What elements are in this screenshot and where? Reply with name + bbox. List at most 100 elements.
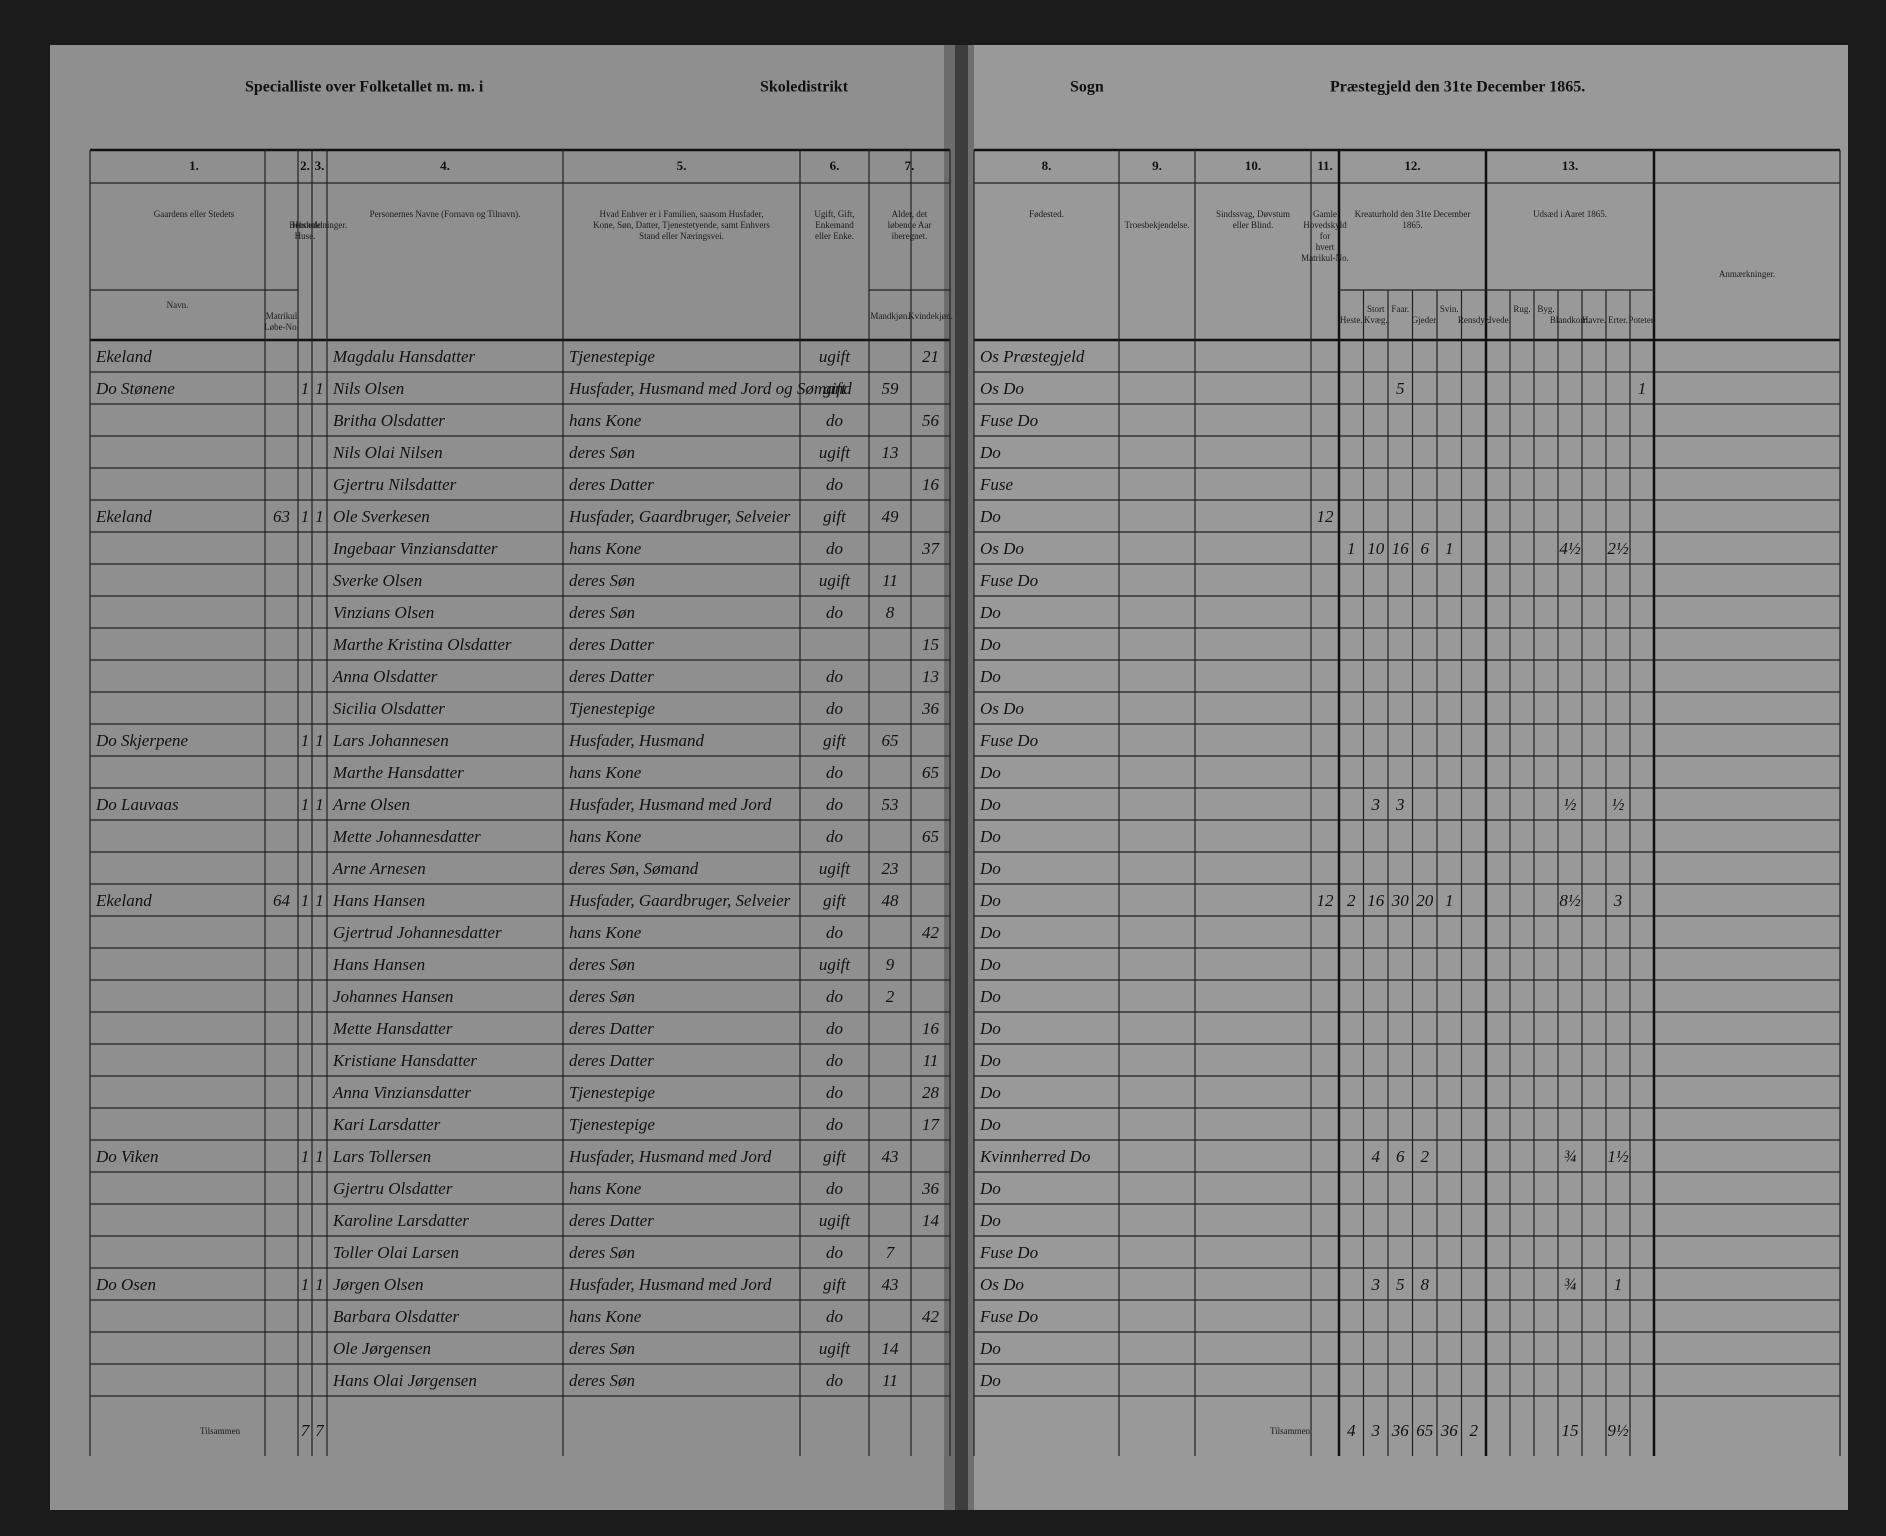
cell-text: 13 — [882, 443, 899, 462]
cell-text: 1 — [301, 1275, 310, 1294]
cell-text: ugift — [819, 1211, 851, 1230]
cell-text: 16 — [1392, 539, 1410, 558]
column-number: 2. — [300, 158, 310, 173]
cell-text: do — [826, 1019, 843, 1038]
cell-text: Husfader, Husmand med Jord — [568, 1275, 772, 1294]
cell-text: Ole Jørgensen — [333, 1339, 431, 1358]
cell-text: gift — [823, 1147, 847, 1166]
cell-text: 65 — [1416, 1421, 1433, 1440]
cell-text: 3 — [1613, 891, 1623, 910]
cell-text: do — [826, 795, 843, 814]
cell-text: 30 — [1391, 891, 1410, 910]
cell-text: 3 — [1395, 795, 1405, 814]
cell-text: 13 — [922, 667, 939, 686]
cell-text: Barbara Olsdatter — [333, 1307, 459, 1326]
cell-text: Tjenestepige — [569, 1083, 655, 1102]
cell-text: Os Do — [980, 379, 1024, 398]
column-header: Personernes Navne (Fornavn og Tilnavn). — [370, 209, 521, 219]
cell-text: 53 — [882, 795, 899, 814]
cell-text: 42 — [922, 1307, 940, 1326]
column-number: 3. — [315, 158, 325, 173]
cell-text: Karoline Larsdatter — [332, 1211, 469, 1230]
cell-text: 1 — [315, 379, 324, 398]
cell-text: Johannes Hansen — [333, 987, 453, 1006]
column-number: 13. — [1562, 158, 1578, 173]
cell-text: 11 — [923, 1051, 939, 1070]
cell-text: 1 — [301, 507, 310, 526]
cell-text: Do — [979, 635, 1001, 654]
column-header: Havre. — [1582, 315, 1606, 325]
cell-text: Toller Olai Larsen — [333, 1243, 459, 1262]
column-header: Kvindekjøn. — [908, 311, 953, 321]
cell-text: deres Søn — [569, 571, 635, 590]
cell-text: ugift — [819, 571, 851, 590]
cell-text: Tjenestepige — [569, 699, 655, 718]
cell-text: do — [826, 1179, 843, 1198]
cell-text: Do Skjerpene — [95, 731, 189, 750]
cell-text: do — [826, 1115, 843, 1134]
cell-text: Kristiane Hansdatter — [332, 1051, 477, 1070]
cell-text: Jørgen Olsen — [333, 1275, 424, 1294]
left-page — [50, 45, 955, 1510]
cell-text: 2 — [1470, 1421, 1479, 1440]
column-header: Ugift, Gift, Enkemand eller Enke. — [814, 209, 854, 241]
cell-text: gift — [823, 1275, 847, 1294]
cell-text: deres Søn — [569, 1339, 635, 1358]
column-header: Svin. — [1440, 304, 1459, 314]
cell-text: Husfader, Husmand — [568, 731, 705, 750]
cell-text: Marthe Hansdatter — [332, 763, 464, 782]
column-header: Kreaturhold den 31te December 1865. — [1355, 209, 1471, 230]
cell-text: do — [826, 1371, 843, 1390]
column-number: 7. — [905, 158, 915, 173]
cell-text: do — [826, 1051, 843, 1070]
cell-text: 6 — [1396, 1147, 1405, 1166]
cell-text: Husfader, Gaardbruger, Selveier — [568, 507, 791, 526]
cell-text: Fuse Do — [979, 1243, 1038, 1262]
cell-text: 11 — [882, 1371, 898, 1390]
cell-text: 9 — [886, 955, 895, 974]
cell-text: Magdalu Hansdatter — [332, 347, 476, 366]
cell-text: ugift — [819, 859, 851, 878]
cell-text: 6 — [1421, 539, 1430, 558]
cell-text: 4 — [1347, 1421, 1356, 1440]
cell-text: do — [826, 667, 843, 686]
cell-text: Do — [979, 1083, 1001, 1102]
cell-text: do — [826, 923, 843, 942]
column-header: Rug. — [1513, 304, 1530, 314]
cell-text: 63 — [273, 507, 290, 526]
cell-text: 37 — [921, 539, 941, 558]
cell-text: do — [826, 1083, 843, 1102]
cell-text: deres Søn — [569, 987, 635, 1006]
cell-text: 4½ — [1559, 539, 1581, 558]
cell-text: Arne Arnesen — [332, 859, 426, 878]
cell-text: 1 — [1638, 379, 1647, 398]
left-district: Skoledistrikt — [760, 79, 849, 96]
cell-text: 42 — [922, 923, 940, 942]
cell-text: do — [826, 411, 843, 430]
cell-text: Lars Johannesen — [332, 731, 449, 750]
cell-text: Gjertrud Johannesdatter — [333, 923, 502, 942]
cell-text: 1 — [1347, 539, 1356, 558]
cell-text: Fuse Do — [979, 731, 1038, 750]
cell-text: 14 — [882, 1339, 900, 1358]
cell-text: 1 — [315, 507, 324, 526]
cell-text: 36 — [921, 699, 940, 718]
cell-text: 1½ — [1607, 1147, 1629, 1166]
cell-text: Os Do — [980, 539, 1024, 558]
cell-text: 43 — [882, 1147, 899, 1166]
left-title: Specialliste over Folketallet m. m. i — [245, 79, 484, 96]
cell-text: Do — [979, 1179, 1001, 1198]
cell-text: do — [826, 827, 843, 846]
cell-text: deres Søn — [569, 1371, 635, 1390]
cell-text: deres Søn — [569, 603, 635, 622]
cell-text: Sverke Olsen — [333, 571, 422, 590]
cell-text: Do — [979, 763, 1001, 782]
cell-text: Husfader, Gaardbruger, Selveier — [568, 891, 791, 910]
column-header: Poteter. — [1628, 315, 1655, 325]
cell-text: Arne Olsen — [332, 795, 410, 814]
cell-text: 2 — [886, 987, 895, 1006]
cell-text: Britha Olsdatter — [333, 411, 445, 430]
cell-text: 4 — [1372, 1147, 1381, 1166]
cell-text: Husfader, Husmand med Jord — [568, 795, 772, 814]
cell-text: do — [826, 699, 843, 718]
